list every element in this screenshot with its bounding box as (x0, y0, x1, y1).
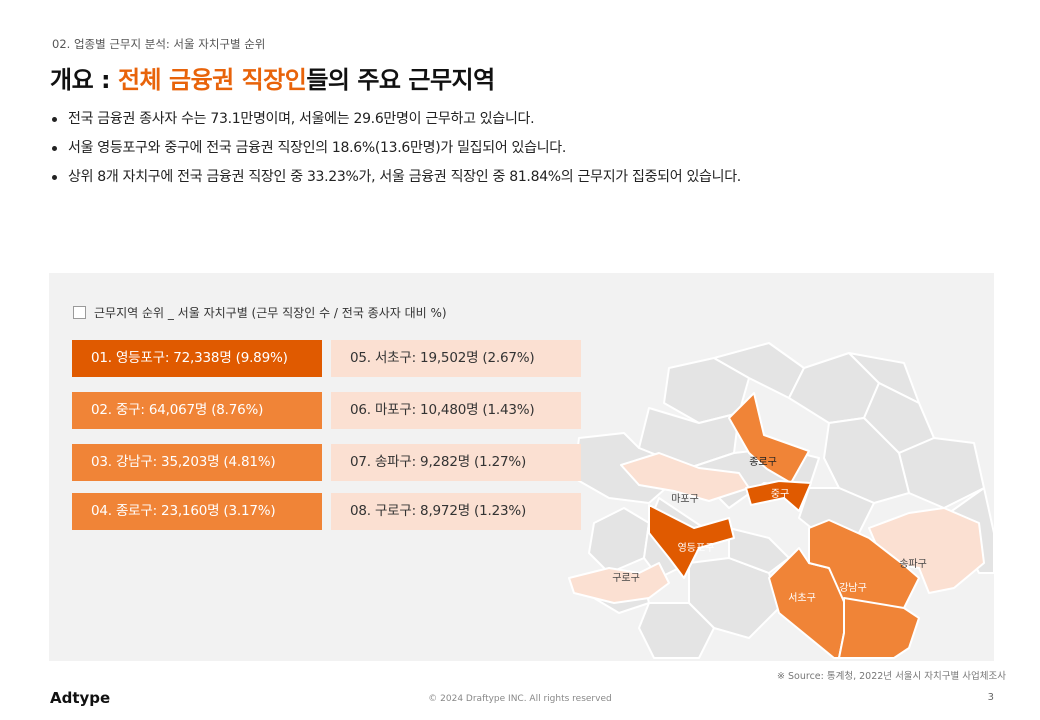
map-district (728, 527, 790, 574)
bullet-dot-icon (52, 117, 57, 122)
ranking-item: 06. 마포구: 10,480명 (1.43%) (331, 392, 581, 429)
ranking-legend: 근무지역 순위 _ 서울 자치구별 (근무 직장인 수 / 전국 종사자 대비 … (73, 304, 447, 321)
map-label-seocho: 서초구 (788, 592, 816, 604)
summary-bullet-text: 전국 금융권 종사자 수는 73.1만명이며, 서울에는 29.6만명이 근무하… (68, 111, 535, 127)
bullet-dot-icon (52, 175, 57, 180)
ranking-panel: 종로구 중구 마포구 영등포구 구로구 서초구 강남구 송파구 근무지역 순위 … (49, 273, 994, 661)
page-title-prefix: 개요 : (50, 66, 118, 94)
map-label-mapo: 마포구 (671, 493, 699, 505)
ranking-item: 08. 구로구: 8,972명 (1.23%) (331, 493, 581, 530)
bullet-dot-icon (52, 146, 57, 151)
breadcrumb: 02. 업종별 근무지 분석: 서울 자치구별 순위 (52, 37, 266, 51)
brand-logo: Adtype (50, 689, 111, 707)
summary-bullet: 전국 금융권 종사자 수는 73.1만명이며, 서울에는 29.6만명이 근무하… (52, 110, 741, 128)
legend-label: 근무지역 순위 _ 서울 자치구별 (근무 직장인 수 / 전국 종사자 대비 … (94, 306, 447, 320)
ranking-item: 01. 영등포구: 72,338명 (9.89%) (72, 340, 322, 377)
map-district (588, 507, 650, 574)
map-label-gangnam: 강남구 (839, 582, 867, 594)
map-label-guro: 구로구 (612, 573, 640, 584)
page-title-suffix: 들의 주요 근무지역 (306, 66, 495, 94)
summary-bullet: 상위 8개 자치구에 전국 금융권 직장인 중 33.23%가, 서울 금융권 … (52, 168, 741, 186)
map-district (638, 602, 715, 659)
district-guro (568, 562, 670, 604)
page-title-accent: 전체 금융권 직장인 (117, 66, 307, 94)
page-title: 개요 : 전체 금융권 직장인들의 주요 근무지역 (50, 60, 495, 95)
page-number: 3 (987, 692, 994, 703)
map-label-yeongdeungpo: 영등포구 (678, 542, 715, 554)
map-district (823, 417, 910, 504)
summary-bullet-list: 전국 금융권 종사자 수는 73.1만명이며, 서울에는 29.6만명이 근무하… (52, 110, 741, 197)
ranking-item: 07. 송파구: 9,282명 (1.27%) (331, 444, 581, 481)
ranking-item: 02. 중구: 64,067명 (8.76%) (72, 392, 322, 429)
ranking-item: 04. 종로구: 23,160명 (3.17%) (72, 493, 322, 530)
ranking-item: 05. 서초구: 19,502명 (2.67%) (331, 340, 581, 377)
summary-bullet: 서울 영등포구와 중구에 전국 금융권 직장인의 18.6%(13.6만명)가 … (52, 139, 741, 157)
ranking-item: 03. 강남구: 35,203명 (4.81%) (72, 444, 322, 481)
summary-bullet-text: 서울 영등포구와 중구에 전국 금융권 직장인의 18.6%(13.6만명)가 … (68, 140, 567, 156)
map-label-songpa: 송파구 (899, 558, 927, 570)
district-junggu (745, 480, 812, 512)
district-jongno (728, 392, 810, 484)
district-gangnam-south (838, 597, 920, 659)
legend-square-icon (73, 306, 86, 319)
map-label-jongno: 종로구 (749, 456, 777, 468)
district-yeongdeungpo (648, 504, 735, 579)
map-label-junggu: 중구 (771, 488, 789, 500)
seoul-district-map: 종로구 중구 마포구 영등포구 구로구 서초구 강남구 송파구 (568, 342, 994, 659)
district-gangnam (808, 519, 920, 614)
summary-bullet-text: 상위 8개 자치구에 전국 금융권 직장인 중 33.23%가, 서울 금융권 … (68, 169, 741, 185)
source-note: ※ Source: 통계청, 2022년 서울시 자치구별 사업체조사 (777, 671, 1006, 682)
copyright-text: © 2024 Draftype INC. All rights reserved (428, 694, 612, 704)
